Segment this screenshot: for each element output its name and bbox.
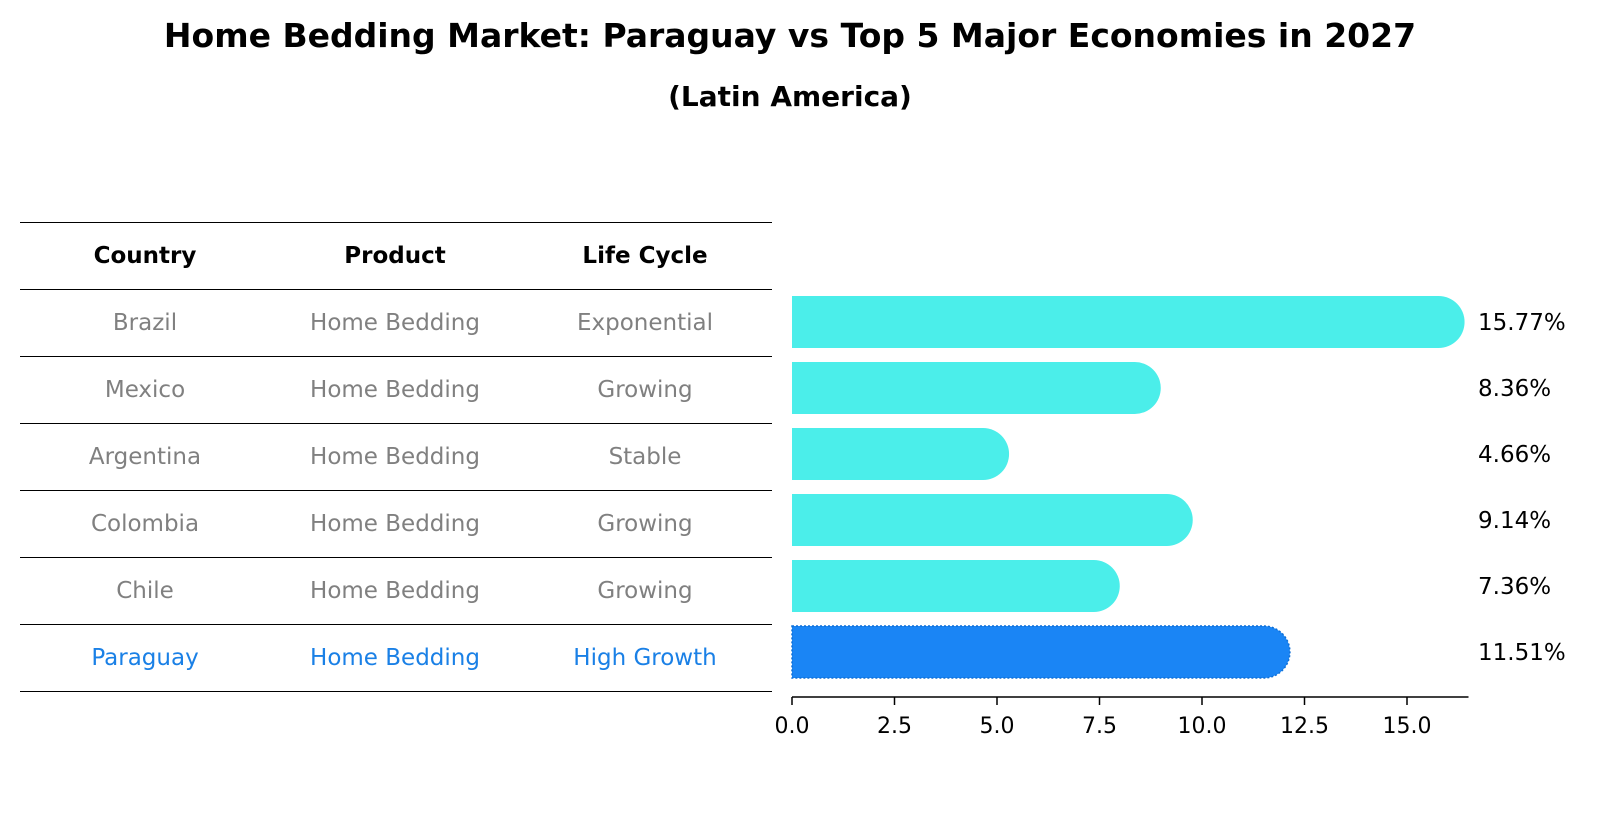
data-table: Country Product Life Cycle Brazil Home B… [20, 222, 772, 692]
cell-product: Home Bedding [310, 444, 480, 470]
cell-life-cycle: Stable [608, 444, 682, 470]
header-product: Product [344, 243, 446, 269]
cell-product: Home Bedding [310, 310, 480, 336]
cell-life-cycle: Growing [597, 578, 693, 604]
cell-product: Home Bedding [310, 645, 480, 671]
bar-brazil [792, 296, 1465, 348]
header-life-cycle: Life Cycle [582, 243, 708, 269]
cell-product: Home Bedding [310, 511, 480, 537]
x-tick-label: 5.0 [980, 714, 1015, 739]
table-row: Argentina Home Bedding Stable [20, 424, 772, 491]
bar-argentina [792, 428, 1010, 480]
table-row: Brazil Home Bedding Exponential [20, 290, 772, 357]
x-tick-label: 15.0 [1383, 714, 1432, 739]
cell-country: Argentina [88, 444, 202, 470]
cell-life-cycle: Growing [597, 377, 693, 403]
x-tick-label: 7.5 [1082, 714, 1117, 739]
table-row: Mexico Home Bedding Growing [20, 357, 772, 424]
cell-country: Mexico [104, 377, 186, 403]
cell-country: Brazil [112, 310, 178, 336]
table-row: Chile Home Bedding Growing [20, 558, 772, 625]
table-row-highlighted: Paraguay Home Bedding High Growth [20, 625, 772, 692]
bar-value-label: 15.77% [1478, 310, 1566, 336]
x-tick-label: 0.0 [775, 714, 810, 739]
cell-life-cycle: Growing [597, 511, 693, 537]
chart-subtitle: (Latin America) [668, 80, 912, 113]
cell-country: Chile [116, 578, 174, 604]
x-tick-label: 10.0 [1178, 714, 1227, 739]
bar-outline-paraguay [791, 625, 1291, 679]
cell-country: Paraguay [91, 645, 199, 671]
bar-chile [792, 560, 1120, 612]
chart-title: Home Bedding Market: Paraguay vs Top 5 M… [163, 16, 1417, 55]
bar-paraguay [792, 626, 1290, 678]
table-row: Colombia Home Bedding Growing [20, 491, 772, 558]
table-header-row: Country Product Life Cycle [20, 222, 772, 290]
x-tick-label: 12.5 [1280, 714, 1329, 739]
x-tick-label: 2.5 [877, 714, 912, 739]
cell-life-cycle: Exponential [576, 310, 713, 336]
bar-value-label: 9.14% [1478, 508, 1551, 534]
bar-value-label: 7.36% [1478, 574, 1551, 600]
header-country: Country [93, 243, 197, 269]
cell-product: Home Bedding [310, 578, 480, 604]
bar-colombia [792, 494, 1193, 546]
bar-value-label: 8.36% [1478, 376, 1551, 402]
bar-value-label: 4.66% [1478, 442, 1551, 468]
bar-value-label: 11.51% [1478, 640, 1566, 666]
cell-life-cycle: High Growth [573, 645, 717, 671]
bar-mexico [792, 362, 1161, 414]
cell-country: Colombia [90, 511, 200, 537]
cell-product: Home Bedding [310, 377, 480, 403]
